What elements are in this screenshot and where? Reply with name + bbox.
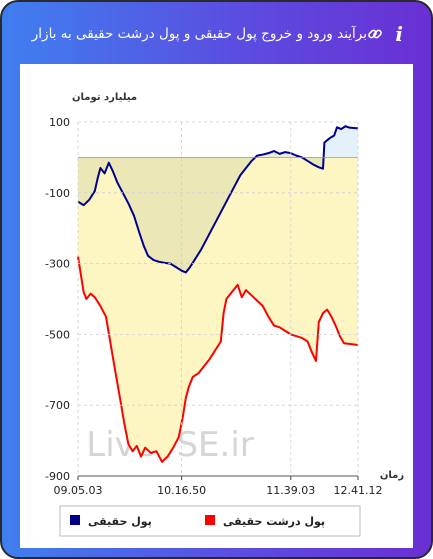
legend-swatch <box>205 515 215 525</box>
y-tick-label: -100 <box>45 187 70 200</box>
legend-entry-big-real-money: پول درشت حقیقی <box>223 515 325 528</box>
x-tick-label: 11.39.03 <box>266 484 315 497</box>
legend-entry-real-money: پول حقیقی <box>88 515 152 528</box>
series-line-real-money <box>77 125 359 274</box>
area-fill <box>78 157 358 462</box>
x-tick-label: 10.16.50 <box>157 484 206 497</box>
link-icon[interactable] <box>367 26 383 42</box>
y-tick-label: -300 <box>45 258 70 271</box>
chart-panel: میلیارد تومان زمان LiveTSE.ir 100-100-30… <box>20 64 413 548</box>
legend-box <box>59 505 361 537</box>
y-tick-label: -900 <box>45 470 70 483</box>
series-line-big-real-money <box>77 256 359 463</box>
x-tick-label: 09.05.03 <box>54 484 103 497</box>
x-axis-label: زمان <box>380 470 404 481</box>
area-fill-real <box>78 126 358 273</box>
chart-svg: میلیارد تومان زمان LiveTSE.ir 100-100-30… <box>45 92 404 537</box>
x-tick-label: 12.41.12 <box>334 484 383 497</box>
y-axis-label: میلیارد تومان <box>72 92 137 103</box>
y-tick-label: -500 <box>45 328 70 341</box>
card-header: i برآیند ورود و خروج پول حقیقی و پول درش… <box>12 16 425 56</box>
legend-swatch <box>70 515 80 525</box>
positive-area <box>323 126 358 158</box>
chart-title: برآیند ورود و خروج پول حقیقی و پول درشت … <box>31 26 367 42</box>
info-icon[interactable]: i <box>395 22 403 46</box>
y-tick-label: -700 <box>45 399 70 412</box>
y-tick-label: 100 <box>49 116 70 129</box>
